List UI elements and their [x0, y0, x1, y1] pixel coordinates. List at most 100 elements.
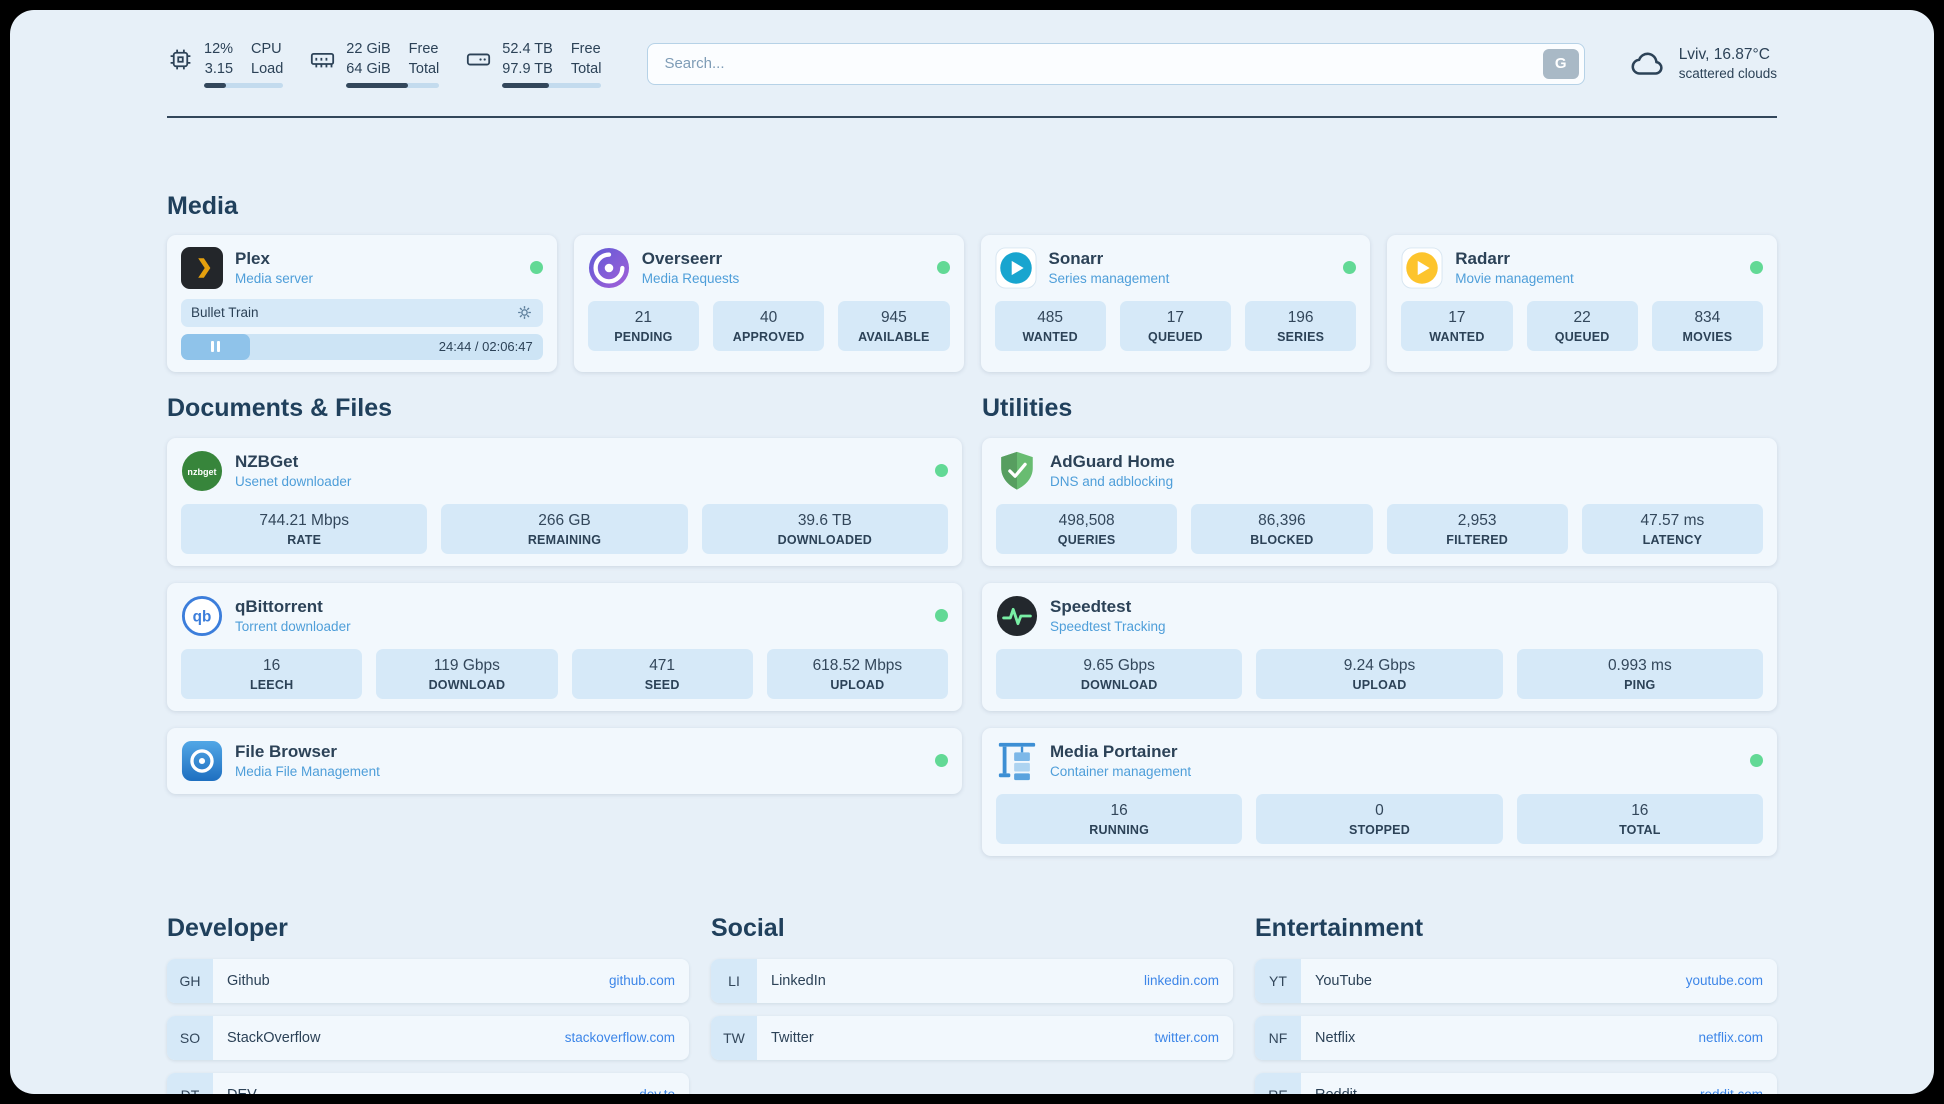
- service-stats: 17 WANTED 22 QUEUED 834 MOVIES: [1401, 300, 1763, 351]
- stat-label: DOWNLOAD: [1080, 677, 1158, 692]
- service-header: Sonarr Series management: [994, 247, 1357, 289]
- stat-block: 39.6 TB DOWNLOADED: [701, 503, 948, 554]
- status-dot: [935, 464, 948, 478]
- service-description: Usenet downloader: [235, 474, 352, 490]
- stat-label: LATENCY: [1642, 532, 1703, 547]
- service-header: Radarr Movie management: [1401, 247, 1763, 289]
- service-description: Series management: [1048, 271, 1170, 287]
- topbar: 12% CPU 3.15 Load 22 GiB: [167, 40, 1777, 88]
- bookmark-name: DEV: [227, 1087, 257, 1094]
- stat-value: 86,396: [1258, 511, 1306, 529]
- bookmark-reddit[interactable]: RE Reddit reddit.com: [1255, 1072, 1777, 1094]
- stat-block: 498,508 QUERIES: [996, 503, 1178, 554]
- service-card-radarr[interactable]: Radarr Movie management 17 WANTED 22 QUE…: [1387, 234, 1777, 372]
- stat-value: 0: [1375, 801, 1384, 819]
- stat-value: 16: [1110, 801, 1128, 819]
- stat-value: 2,953: [1457, 511, 1497, 529]
- section-social: Social LI LinkedIn linkedin.com TW Twitt…: [711, 856, 1233, 1073]
- bookmark-linkedin[interactable]: LI LinkedIn linkedin.com: [711, 958, 1233, 1003]
- stat-block: 945 AVAILABLE: [838, 300, 950, 351]
- service-card-adguard[interactable]: AdGuard Home DNS and adblocking 498,508 …: [982, 437, 1777, 566]
- playback-progress-bar: 24:44 / 02:06:47: [181, 333, 543, 360]
- bookmark-url: twitter.com: [1154, 1030, 1219, 1046]
- speedtest-icon: [996, 595, 1038, 637]
- stat-label: DOWNLOADED: [777, 532, 872, 547]
- cpu-load-value: 3.15: [204, 60, 234, 77]
- service-name: Radarr: [1455, 249, 1511, 269]
- service-card-filebrowser[interactable]: File Browser Media File Management: [167, 727, 962, 794]
- gear-icon[interactable]: [516, 304, 533, 321]
- section-documents-files: Documents & Files nzbget NZBGet Usenet d…: [167, 372, 962, 794]
- stat-label: QUEUED: [1148, 329, 1203, 344]
- stat-value: 16: [1631, 801, 1649, 819]
- bookmark-stackoverflow[interactable]: SO StackOverflow stackoverflow.com: [167, 1015, 689, 1060]
- stat-value: 9.65 Gbps: [1083, 656, 1155, 674]
- service-card-plex[interactable]: Plex Media server Bullet Train: [167, 234, 557, 372]
- search-input[interactable]: [647, 42, 1585, 85]
- stat-block: 0.993 ms PING: [1516, 648, 1763, 699]
- cpu-usage-bar: [204, 82, 284, 88]
- bookmark-netflix[interactable]: NF Netflix netflix.com: [1255, 1015, 1777, 1060]
- service-stats: 485 WANTED 17 QUEUED 196 SERIES: [994, 300, 1357, 351]
- cloud-icon: [1629, 45, 1667, 83]
- memory-usage-bar: [346, 82, 440, 88]
- disk-free-label: Free: [570, 41, 601, 57]
- service-header: Plex Media server: [181, 246, 543, 289]
- stat-label: QUEUED: [1554, 329, 1610, 344]
- bookmark-name: Github: [227, 972, 270, 989]
- bookmark-abbr: LI: [711, 958, 757, 1003]
- service-name: NZBGet: [235, 452, 299, 472]
- stat-label: DOWNLOAD: [428, 677, 506, 692]
- plex-icon: [181, 246, 223, 289]
- stat-block: 196 SERIES: [1245, 300, 1357, 351]
- service-card-overseerr[interactable]: Overseerr Media Requests 21 PENDING 40 A…: [573, 234, 964, 372]
- stat-label: REMAINING: [527, 532, 602, 547]
- stat-value: 17: [1448, 308, 1466, 326]
- stat-value: 945: [880, 308, 907, 326]
- bookmark-github[interactable]: GH Github github.com: [167, 958, 689, 1003]
- stat-block: 40 APPROVED: [713, 300, 825, 351]
- cpu-icon: [167, 46, 194, 73]
- bookmark-twitter[interactable]: TW Twitter twitter.com: [711, 1015, 1233, 1060]
- stat-block: 9.24 Gbps UPLOAD: [1256, 648, 1503, 699]
- service-description: Movie management: [1455, 271, 1574, 287]
- resource-monitors: 12% CPU 3.15 Load 22 GiB: [167, 40, 602, 88]
- status-dot: [1343, 261, 1357, 275]
- section-title-developer: Developer: [167, 913, 288, 942]
- memory-free-label: Free: [408, 41, 439, 57]
- stat-value: 47.57 ms: [1640, 511, 1705, 529]
- service-card-nzbget[interactable]: nzbget NZBGet Usenet downloader 744.21 M…: [167, 437, 962, 566]
- stat-value: 618.52 Mbps: [812, 656, 903, 674]
- cpu-monitor: 12% CPU 3.15 Load: [167, 40, 284, 88]
- status-dot: [529, 261, 543, 275]
- section-title-social: Social: [711, 913, 785, 942]
- service-header: nzbget NZBGet Usenet downloader: [181, 450, 948, 492]
- bookmark-url: dev.to: [639, 1087, 675, 1094]
- status-dot: [1750, 261, 1763, 275]
- section-utilities: Utilities AdGuard Home DNS and adblockin…: [982, 372, 1777, 856]
- service-header: File Browser Media File Management: [181, 740, 948, 782]
- stat-block: 618.52 Mbps UPLOAD: [766, 648, 948, 699]
- bookmark-youtube[interactable]: YT YouTube youtube.com: [1255, 958, 1777, 1003]
- pause-icon: [210, 341, 220, 353]
- bookmark-name: YouTube: [1315, 972, 1372, 989]
- stat-block: 16 RUNNING: [996, 793, 1243, 844]
- memory-monitor: 22 GiB Free 64 GiB Total: [309, 40, 440, 88]
- search-provider-button[interactable]: G: [1542, 48, 1579, 79]
- stat-value: 17: [1166, 308, 1184, 326]
- service-description: DNS and adblocking: [1050, 474, 1174, 490]
- service-card-speedtest[interactable]: Speedtest Speedtest Tracking 9.65 Gbps D…: [982, 582, 1777, 711]
- stat-label: MOVIES: [1682, 329, 1733, 344]
- bookmark-name: Reddit: [1315, 1087, 1357, 1094]
- service-name: Media Portainer: [1050, 742, 1178, 762]
- bookmark-name: StackOverflow: [227, 1029, 321, 1046]
- weather-location: Lviv, 16.87°C: [1678, 46, 1770, 64]
- service-card-qbittorrent[interactable]: qb qBittorrent Torrent downloader 16: [167, 582, 962, 711]
- service-stats: 16 LEECH 119 Gbps DOWNLOAD 471 SEED: [181, 648, 948, 699]
- stat-label: WANTED: [1429, 329, 1485, 344]
- section-developer: Developer GH Github github.com SO StackO…: [167, 856, 689, 1094]
- bookmark-name: Netflix: [1315, 1029, 1356, 1046]
- bookmark-dev[interactable]: DT DEV dev.to: [167, 1072, 689, 1094]
- service-card-portainer[interactable]: Media Portainer Container management 16 …: [982, 727, 1777, 856]
- service-card-sonarr[interactable]: Sonarr Series management 485 WANTED 17 Q…: [980, 234, 1371, 372]
